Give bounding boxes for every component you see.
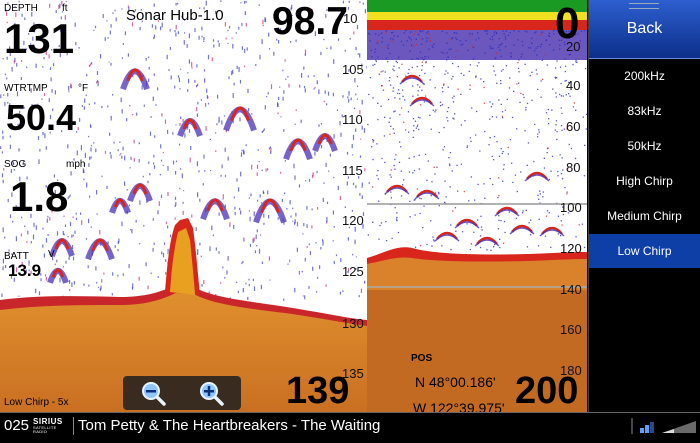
right-scale-label: 60	[566, 119, 581, 134]
menu-item-200khz[interactable]: 200kHz	[589, 59, 700, 93]
battery-value: 13.9	[8, 261, 42, 280]
depth-unit: ft	[62, 3, 68, 14]
menu-item-label: 50kHz	[627, 139, 662, 153]
menu-item-83khz[interactable]: 83kHz	[589, 94, 700, 128]
right-scale-label: 160	[560, 322, 582, 337]
water-temp-label: WTRTMP	[4, 83, 48, 94]
menu-item-label: Medium Chirp	[607, 209, 682, 223]
menu-item-50khz[interactable]: 50kHz	[589, 129, 700, 163]
right-scale-label: 120	[560, 241, 582, 256]
right-range-bottom: 200	[515, 370, 579, 412]
back-button[interactable]: Back	[589, 0, 700, 59]
right-scale-label: 40	[566, 78, 581, 93]
sonar-source-title: Sonar Hub-1.0	[126, 7, 224, 24]
menu-item-label: High Chirp	[616, 174, 673, 188]
magnifier-plus-icon	[200, 382, 224, 406]
sog-value: 1.8	[10, 173, 69, 220]
divider	[73, 416, 75, 435]
radio-channel-number: 025	[4, 417, 30, 434]
left-scale-label: 125	[342, 264, 364, 279]
sirius-logo: SIRIUS SATELLITE RADIO	[33, 416, 69, 434]
sirius-logo-name: SIRIUS	[33, 416, 63, 426]
sirius-logo-tagline: SATELLITE RADIO	[33, 424, 57, 434]
sonar-right-pane[interactable]: 0 200 20 40 60 80 100 120 140 160 180 PO…	[367, 0, 587, 412]
radio-status-bar: 025 SIRIUS SATELLITE RADIO Tom Petty & T…	[0, 412, 700, 438]
now-playing-text: Tom Petty & The Heartbreakers - The Wait…	[78, 417, 381, 434]
volume-ramp-icon[interactable]	[662, 421, 696, 433]
frequency-menu: Back 200kHz 83kHz 50kHz High Chirp Mediu…	[588, 0, 700, 412]
left-scale-label: 110	[342, 112, 363, 127]
menu-item-label: 83kHz	[627, 104, 662, 118]
sog-label: SOG	[4, 159, 27, 170]
menu-item-label: Low Chirp	[617, 244, 672, 258]
latitude-value: N 48°00.186'	[415, 374, 496, 390]
zoom-out-button[interactable]	[139, 379, 167, 407]
menu-item-low-chirp[interactable]: Low Chirp	[589, 234, 700, 268]
longitude-value: W 122°39.975'	[413, 400, 505, 412]
left-range-bottom: 139	[286, 370, 350, 412]
zoom-in-button[interactable]	[197, 379, 225, 407]
position-label: POS	[411, 353, 433, 364]
left-scale-label: 105	[342, 62, 364, 77]
left-scale-label: 135	[342, 366, 364, 381]
right-scale-label: 100	[560, 200, 582, 215]
right-scale-label: 20	[566, 39, 581, 54]
right-range-top: 0	[555, 0, 580, 48]
left-range-top: 98.7	[272, 0, 348, 43]
left-scale-label: 115	[342, 163, 363, 178]
radio-status-indicators	[520, 413, 700, 438]
left-scale-label: 130	[342, 316, 364, 331]
right-scale-label: 80	[566, 160, 581, 175]
left-scale-top-partial: 10	[343, 11, 358, 26]
battery-unit: V	[48, 249, 55, 260]
depth-label: DEPTH	[4, 3, 38, 14]
drag-grip-icon	[629, 3, 659, 9]
sonar-left-image	[0, 0, 367, 412]
menu-item-medium-chirp[interactable]: Medium Chirp	[589, 199, 700, 233]
depth-value: 131	[4, 15, 75, 62]
water-temp-value: 50.4	[6, 97, 77, 138]
left-scale-label: 120	[342, 213, 364, 228]
menu-item-high-chirp[interactable]: High Chirp	[589, 164, 700, 198]
right-scale-label: 180	[560, 363, 582, 378]
magnifier-minus-icon	[142, 382, 166, 406]
sog-unit: mph	[66, 159, 86, 170]
water-temp-unit: °F	[78, 83, 89, 94]
menu-item-label: 200kHz	[624, 69, 665, 83]
sonar-mode-label: Low Chirp - 5x	[4, 397, 69, 408]
zoom-controls	[123, 376, 241, 410]
sonar-right-image	[367, 0, 587, 412]
sonar-left-pane[interactable]: DEPTH ft 131 WTRTMP °F 50.4 SOG mph 1.8 …	[0, 0, 367, 412]
battery-label: BATT	[4, 251, 29, 262]
signal-strength-icon	[640, 422, 654, 433]
right-scale-label: 140	[560, 282, 582, 297]
back-button-label: Back	[626, 20, 663, 37]
